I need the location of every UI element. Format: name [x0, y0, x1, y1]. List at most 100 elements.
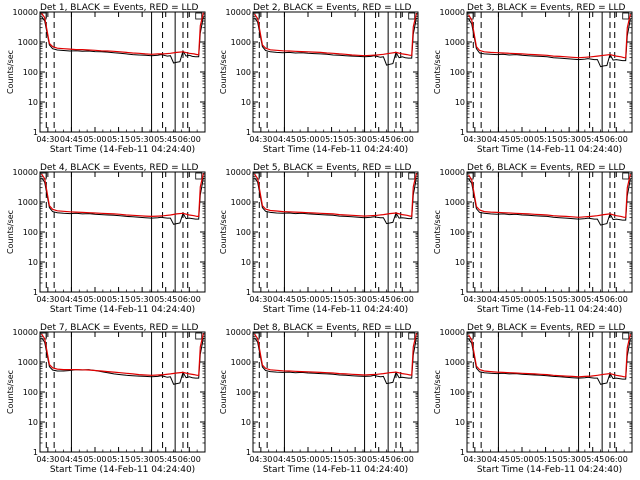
series-lld — [254, 173, 417, 217]
y-tick-label: 10000 — [13, 168, 38, 177]
y-tick-label: 1000 — [18, 198, 38, 207]
series-events — [41, 16, 204, 64]
x-tick-label: 05:15 — [320, 455, 343, 464]
plot-frame — [466, 11, 633, 133]
y-tick-label: 1 — [33, 448, 38, 457]
series-lld — [41, 173, 204, 218]
x-axis-label: Start Time (14-Feb-11 04:24:40) — [50, 305, 195, 315]
x-tick-label: 05:30 — [131, 455, 154, 464]
plot-det-1: Det 1, BLACK = Events, RED = LLD 1 10 100 10… — [6, 3, 206, 155]
y-axis-label: Counts/sec — [433, 210, 442, 254]
y-tick-label: 1 — [460, 288, 465, 297]
series-events — [468, 338, 631, 385]
x-tick-label: 06:00 — [178, 135, 201, 144]
y-tick-label: 100 — [450, 388, 465, 397]
y-axis-label: Counts/sec — [219, 50, 228, 94]
plot-frame — [252, 331, 419, 453]
x-tick-label: 05:30 — [344, 295, 367, 304]
corner-marker — [39, 332, 47, 340]
x-tick-label: 04:45 — [60, 295, 83, 304]
y-tick-label: 1000 — [445, 358, 465, 367]
plot-det-6: Det 6, BLACK = Events, RED = LLD 1 10 100 10… — [433, 163, 633, 315]
plot-frame — [39, 331, 206, 453]
x-tick-label: 06:00 — [605, 135, 628, 144]
plot-det-4: Det 4, BLACK = Events, RED = LLD 1 10 100 10… — [6, 163, 206, 315]
y-tick-label: 100 — [236, 68, 251, 77]
plot-det-7: Det 7, BLACK = Events, RED = LLD 1 10 100 10… — [6, 323, 206, 475]
x-tick-label: 04:45 — [273, 135, 296, 144]
x-tick-label: 05:00 — [83, 455, 106, 464]
x-axis-label: Start Time (14-Feb-11 04:24:40) — [263, 465, 408, 475]
plot-det-8: Det 8, BLACK = Events, RED = LLD 1 10 100 10… — [219, 323, 419, 475]
x-tick-label: 05:15 — [107, 455, 130, 464]
y-tick-label: 100 — [23, 228, 38, 237]
x-tick-label: 05:00 — [296, 295, 319, 304]
x-tick-label: 04:45 — [60, 135, 83, 144]
x-tick-label: 05:00 — [296, 455, 319, 464]
series-events — [254, 177, 417, 225]
x-tick-label: 04:45 — [60, 455, 83, 464]
series-lld — [41, 12, 204, 56]
x-axis-label: Start Time (14-Feb-11 04:24:40) — [477, 145, 622, 155]
corner-marker — [195, 332, 203, 340]
y-axis-label: Counts/sec — [433, 50, 442, 94]
y-tick-label: 1000 — [445, 38, 465, 47]
plot-title: Det 3, BLACK = Events, RED = LLD — [467, 3, 626, 13]
x-tick-label: 06:00 — [391, 135, 414, 144]
plot-det-5: Det 5, BLACK = Events, RED = LLD 1 10 100 10… — [219, 163, 419, 315]
x-tick-label: 04:45 — [487, 135, 510, 144]
corner-marker — [252, 172, 260, 180]
x-axis-label: Start Time (14-Feb-11 04:24:40) — [477, 465, 622, 475]
series-events — [254, 337, 417, 385]
y-tick-label: 100 — [236, 228, 251, 237]
y-tick-label: 10000 — [440, 328, 465, 337]
y-tick-label: 100 — [23, 68, 38, 77]
y-tick-label: 1 — [246, 128, 251, 137]
x-tick-label: 05:15 — [107, 295, 130, 304]
x-tick-label: 05:00 — [83, 295, 106, 304]
plot-title: Det 8, BLACK = Events, RED = LLD — [253, 323, 412, 333]
series-lld — [468, 333, 631, 378]
x-tick-label: 06:00 — [605, 295, 628, 304]
x-tick-label: 05:45 — [367, 455, 390, 464]
x-tick-label: 06:00 — [605, 455, 628, 464]
y-tick-label: 100 — [23, 388, 38, 397]
y-tick-label: 10000 — [13, 8, 38, 17]
y-axis-label: Counts/sec — [6, 50, 15, 94]
x-tick-label: 06:00 — [178, 295, 201, 304]
y-axis-label: Counts/sec — [219, 370, 228, 414]
y-tick-label: 1 — [246, 448, 251, 457]
y-tick-label: 10 — [455, 418, 465, 427]
y-tick-label: 1000 — [231, 38, 251, 47]
series-events — [41, 177, 204, 225]
x-tick-label: 04:30 — [36, 135, 59, 144]
y-axis-label: Counts/sec — [6, 370, 15, 414]
y-tick-label: 10 — [28, 418, 38, 427]
x-axis-label: Start Time (14-Feb-11 04:24:40) — [263, 305, 408, 315]
y-tick-label: 1000 — [445, 198, 465, 207]
x-tick-label: 05:15 — [107, 135, 130, 144]
x-tick-label: 05:45 — [154, 135, 177, 144]
corner-marker — [622, 172, 630, 180]
y-axis-label: Counts/sec — [6, 210, 15, 254]
y-tick-label: 1 — [33, 128, 38, 137]
y-tick-label: 100 — [450, 228, 465, 237]
corner-marker — [408, 172, 416, 180]
x-tick-label: 05:30 — [131, 295, 154, 304]
plot-frame — [252, 11, 419, 133]
y-tick-label: 1000 — [18, 358, 38, 367]
corner-marker — [195, 12, 203, 20]
corner-marker — [195, 172, 203, 180]
x-tick-label: 05:45 — [154, 455, 177, 464]
corner-marker — [39, 172, 47, 180]
x-tick-label: 06:00 — [391, 455, 414, 464]
plot-title: Det 5, BLACK = Events, RED = LLD — [253, 163, 412, 173]
corner-marker — [252, 332, 260, 340]
x-tick-label: 05:30 — [558, 295, 581, 304]
x-tick-label: 05:45 — [367, 295, 390, 304]
y-tick-label: 1 — [33, 288, 38, 297]
y-tick-label: 10000 — [226, 328, 251, 337]
y-tick-label: 10 — [241, 418, 251, 427]
plot-frame — [466, 331, 633, 453]
x-tick-label: 05:45 — [581, 135, 604, 144]
